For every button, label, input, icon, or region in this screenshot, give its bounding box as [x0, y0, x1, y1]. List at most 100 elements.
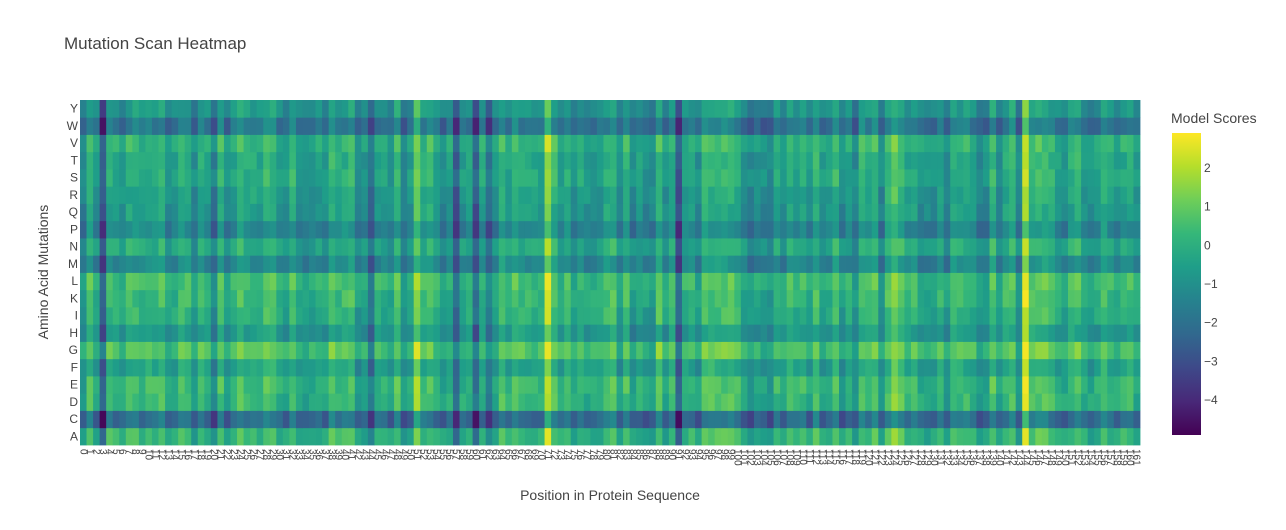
- heatmap-cell: [1002, 376, 1010, 394]
- heatmap-cell: [328, 238, 336, 256]
- colorbar-ticks: 210−1−2−3−4: [1204, 161, 1218, 407]
- heatmap-cell: [348, 272, 356, 291]
- x-tick-label: 98: [719, 449, 730, 461]
- heatmap-cell: [394, 100, 402, 118]
- heatmap-cell: [551, 307, 559, 325]
- heatmap-cell: [1041, 393, 1049, 411]
- heatmap-cell: [295, 341, 303, 360]
- chart-title: Mutation Scan Heatmap: [64, 34, 247, 53]
- heatmap-cell: [276, 324, 284, 342]
- heatmap-cell: [1100, 117, 1108, 135]
- heatmap-cell: [897, 134, 905, 153]
- heatmap-cell: [610, 220, 617, 239]
- heatmap-cell: [518, 376, 526, 394]
- heatmap-cell: [380, 238, 388, 256]
- heatmap-cell: [1126, 289, 1134, 308]
- heatmap-cell: [263, 220, 271, 239]
- heatmap-cell: [1022, 307, 1030, 325]
- heatmap-cell: [583, 151, 591, 170]
- heatmap-cell: [158, 117, 166, 135]
- heatmap-cell: [1100, 376, 1108, 394]
- heatmap-cell: [511, 427, 519, 446]
- heatmap-cell: [341, 169, 349, 187]
- heatmap-cell: [309, 203, 316, 222]
- heatmap-cell: [276, 272, 284, 291]
- heatmap-cell: [387, 324, 395, 342]
- heatmap-cell: [328, 203, 336, 222]
- heatmap-cell: [178, 410, 186, 429]
- heatmap-cell: [400, 341, 408, 360]
- heatmap-cell: [1107, 169, 1115, 187]
- heatmap-cell: [479, 427, 487, 446]
- heatmap-cell: [269, 358, 277, 377]
- heatmap-cell: [570, 134, 578, 153]
- heatmap-cell: [492, 376, 500, 394]
- heatmap-cell: [171, 255, 179, 273]
- heatmap-cell: [996, 117, 1003, 135]
- heatmap-cell: [623, 272, 631, 291]
- heatmap-cell: [727, 289, 735, 308]
- heatmap-cell: [636, 341, 644, 360]
- heatmap-cell: [963, 427, 971, 446]
- heatmap-cell: [335, 410, 343, 429]
- heatmap-cell: [1022, 410, 1030, 429]
- heatmap-cell: [433, 272, 441, 291]
- heatmap-cell: [407, 393, 415, 411]
- heatmap-cell: [367, 100, 375, 118]
- heatmap-cell: [852, 358, 860, 377]
- heatmap-cell: [367, 186, 375, 204]
- heatmap-cell: [891, 393, 899, 411]
- heatmap-cell: [917, 255, 925, 273]
- heatmap-cell: [80, 100, 87, 118]
- heatmap-cell: [145, 255, 153, 273]
- heatmap-cell: [910, 220, 918, 239]
- heatmap-cell: [767, 324, 774, 342]
- heatmap-cell: [734, 255, 742, 273]
- heatmap-cell: [616, 289, 624, 308]
- heatmap-cell: [603, 324, 611, 342]
- heatmap-cell: [793, 358, 801, 377]
- heatmap-cell: [374, 307, 382, 325]
- heatmap-cell: [485, 427, 493, 446]
- heatmap-cell: [145, 220, 153, 239]
- heatmap-cell: [642, 272, 650, 291]
- heatmap-cell: [969, 186, 977, 204]
- heatmap-cell: [884, 427, 892, 446]
- heatmap-cell: [197, 255, 205, 273]
- heatmap-cell: [1068, 393, 1075, 411]
- heatmap-cell: [1126, 238, 1134, 256]
- heatmap-cell: [479, 289, 487, 308]
- heatmap-cell: [151, 410, 159, 429]
- heatmap-cell: [1094, 134, 1102, 153]
- heatmap-cell: [969, 393, 977, 411]
- heatmap-cell: [740, 393, 748, 411]
- heatmap-cell: [380, 376, 388, 394]
- heatmap-cell: [956, 203, 964, 222]
- heatmap-cell: [99, 272, 107, 291]
- heatmap-cell: [780, 324, 788, 342]
- heatmap-cell: [420, 203, 428, 222]
- heatmap-cell: [210, 341, 218, 360]
- heatmap-cell: [1081, 307, 1089, 325]
- heatmap-cell: [590, 393, 598, 411]
- heatmap-cell: [688, 376, 696, 394]
- heatmap-cell: [1041, 272, 1049, 291]
- heatmap-cell: [681, 238, 689, 256]
- heatmap-cell: [610, 186, 617, 204]
- heatmap-cell: [1107, 307, 1115, 325]
- heatmap-cell: [210, 324, 218, 342]
- heatmap-cell: [904, 307, 912, 325]
- heatmap-cell: [668, 203, 676, 222]
- heatmap-cell: [354, 289, 362, 308]
- heatmap-cell: [125, 134, 133, 153]
- x-tick-label: 88: [653, 449, 664, 461]
- heatmap-cell: [282, 220, 290, 239]
- heatmap-cell: [806, 341, 814, 360]
- heatmap-cell: [832, 186, 840, 204]
- heatmap-cell: [544, 134, 552, 153]
- heatmap-cell: [721, 410, 729, 429]
- heatmap-cell: [151, 272, 159, 291]
- heatmap-cell: [511, 169, 519, 187]
- heatmap-cell: [1133, 134, 1141, 153]
- heatmap-cell: [472, 272, 480, 291]
